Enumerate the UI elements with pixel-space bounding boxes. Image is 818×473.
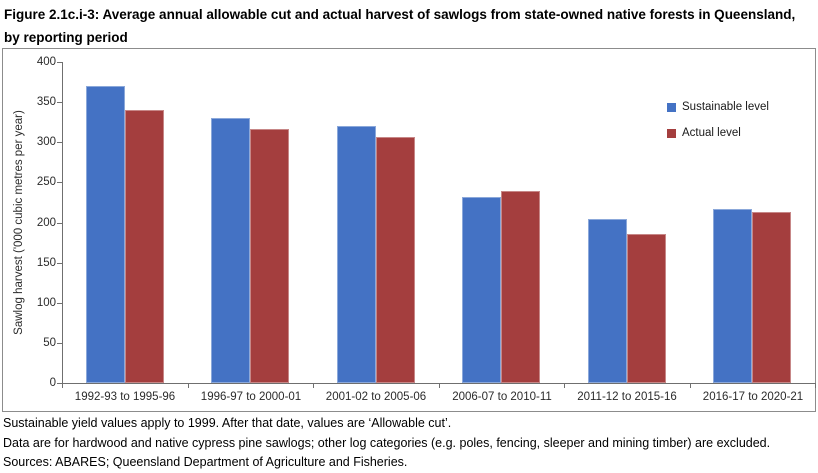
bar-sustainable-level bbox=[86, 86, 125, 383]
x-tick bbox=[188, 383, 189, 388]
x-tick bbox=[815, 383, 816, 388]
x-category-label: 2001-02 to 2005-06 bbox=[325, 391, 427, 403]
y-tick bbox=[57, 223, 62, 224]
y-tick bbox=[57, 343, 62, 344]
chart-area: Sawlog harvest ('000 cubic metres per ye… bbox=[2, 48, 816, 412]
bar-sustainable-level bbox=[713, 209, 752, 383]
y-tick-label: 400 bbox=[36, 56, 56, 68]
x-tick bbox=[62, 383, 63, 388]
legend-swatch-actual bbox=[667, 128, 676, 138]
y-tick bbox=[57, 62, 62, 63]
footnotes: Sustainable yield values apply to 1999. … bbox=[3, 414, 815, 473]
bar-actual-level bbox=[125, 110, 164, 383]
y-tick-label: 100 bbox=[36, 297, 56, 309]
x-tick bbox=[690, 383, 691, 388]
legend-swatch-sustainable bbox=[667, 102, 676, 112]
y-tick-label: 200 bbox=[36, 217, 56, 229]
x-category-label: 2016-17 to 2020-21 bbox=[702, 391, 804, 403]
y-tick bbox=[57, 182, 62, 183]
legend-label-actual: Actual level bbox=[682, 127, 741, 139]
legend-label-sustainable: Sustainable level bbox=[682, 101, 769, 113]
y-tick-label: 0 bbox=[49, 377, 56, 389]
legend-item-sustainable: Sustainable level bbox=[667, 101, 769, 113]
figure-title: Figure 2.1c.i-3: Average annual allowabl… bbox=[4, 7, 796, 45]
x-axis-line bbox=[62, 383, 816, 384]
footnote-line: Sustainable yield values apply to 1999. … bbox=[3, 416, 452, 430]
x-category-label: 2011-12 to 2015-16 bbox=[577, 391, 677, 403]
bar-actual-level bbox=[627, 234, 666, 383]
x-tick bbox=[313, 383, 314, 388]
legend: Sustainable level Actual level bbox=[667, 101, 769, 139]
y-tick bbox=[57, 102, 62, 103]
bar-actual-level bbox=[501, 191, 540, 383]
bar-sustainable-level bbox=[462, 197, 501, 383]
x-tick bbox=[564, 383, 565, 388]
x-tick bbox=[439, 383, 440, 388]
y-axis-line bbox=[62, 62, 63, 384]
footnote-line: Sources: ABARES; Queensland Department o… bbox=[3, 455, 408, 469]
legend-item-actual: Actual level bbox=[667, 127, 769, 139]
bar-sustainable-level bbox=[588, 219, 627, 383]
y-tick bbox=[57, 303, 62, 304]
y-tick-label: 50 bbox=[43, 337, 56, 349]
y-tick-label: 350 bbox=[36, 96, 56, 108]
bar-actual-level bbox=[752, 212, 791, 383]
x-category-label: 1996-97 to 2000-01 bbox=[200, 391, 302, 403]
bar-sustainable-level bbox=[211, 118, 250, 383]
y-tick-label: 300 bbox=[36, 136, 56, 148]
y-tick bbox=[57, 142, 62, 143]
y-tick-label: 250 bbox=[36, 176, 56, 188]
bar-actual-level bbox=[250, 129, 289, 383]
y-tick bbox=[57, 263, 62, 264]
bar-actual-level bbox=[376, 137, 415, 383]
x-category-label: 1992-93 to 1995-96 bbox=[74, 391, 176, 403]
y-tick-label: 150 bbox=[36, 257, 56, 269]
footnote-line: Data are for hardwood and native cypress… bbox=[3, 435, 771, 450]
x-category-label: 2006-07 to 2010-11 bbox=[452, 391, 552, 403]
bar-sustainable-level bbox=[337, 126, 376, 383]
y-tick bbox=[57, 383, 62, 384]
